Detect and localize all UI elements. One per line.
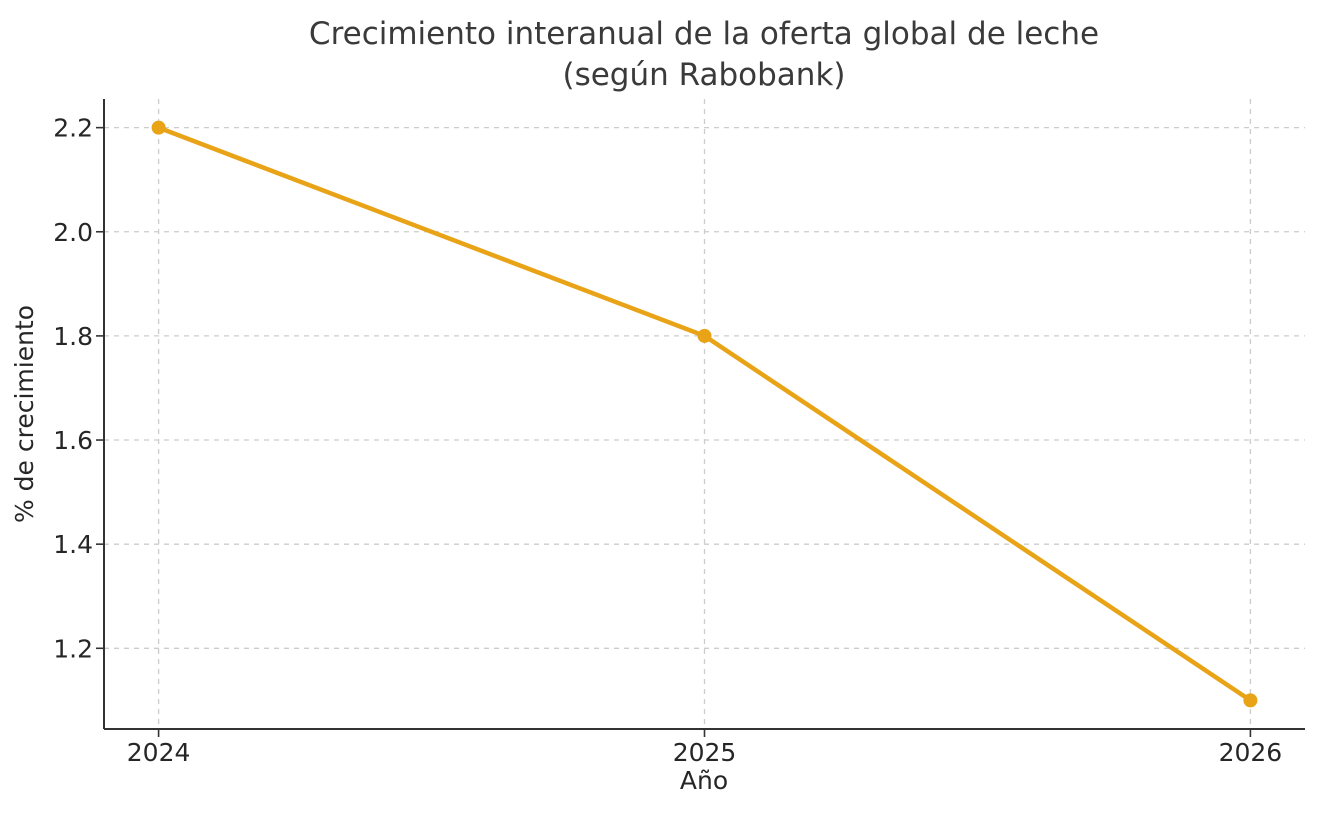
y-tick-label: 1.8: [53, 322, 93, 351]
y-tick-label: 1.6: [53, 426, 93, 455]
y-tick-label: 2.2: [53, 114, 93, 143]
grid-layer: [104, 99, 1305, 729]
x-tick-label: 2025: [673, 738, 737, 767]
x-tick-label: 2026: [1219, 738, 1283, 767]
data-point-2026: [1243, 693, 1258, 708]
chart-title-line1: Crecimiento interanual de la oferta glob…: [309, 16, 1099, 52]
y-tick-label: 2.0: [53, 218, 93, 247]
y-tick-label: 1.4: [53, 530, 93, 559]
axis-layer: 2024 2025 2026 1.2 1.4 1.6 1.8 2.0 2.2: [53, 114, 1282, 767]
data-point-2025: [697, 328, 712, 343]
x-axis-label: Año: [680, 766, 728, 795]
chart-title-line2: (según Rabobank): [562, 57, 845, 93]
y-tick-label: 1.2: [53, 634, 93, 663]
x-tick-label: 2024: [127, 738, 191, 767]
y-axis-label: % de crecimiento: [10, 305, 39, 523]
data-point-2024: [151, 120, 166, 135]
series-layer: [151, 120, 1258, 708]
